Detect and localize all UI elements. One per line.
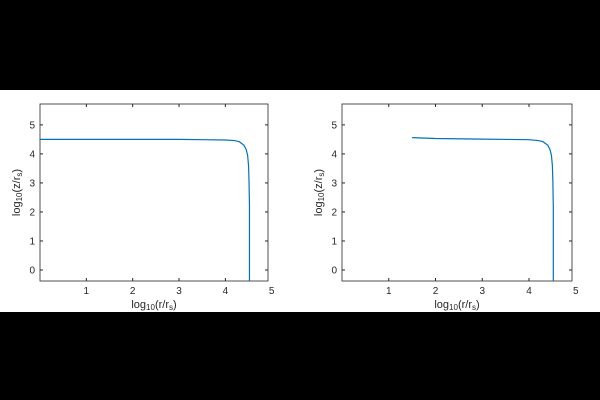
x-tick-label: 5 [573, 286, 579, 297]
x-tick-label: 2 [130, 286, 136, 297]
axis-label-part: log [313, 201, 325, 216]
x-tick-label: 2 [433, 286, 439, 297]
x-tick-label: 4 [223, 286, 229, 297]
axis-label-part: ) [476, 299, 480, 311]
axis-label-part: 10 [449, 303, 458, 312]
y-tick-label: 0 [331, 265, 337, 276]
axis-label-part: 10 [317, 192, 326, 201]
axis-label: log10(z/rs) [313, 169, 326, 216]
x-tick-label: 3 [479, 286, 485, 297]
data-line [412, 137, 554, 281]
x-tick-label: 4 [526, 286, 532, 297]
y-tick-label: 4 [29, 149, 35, 160]
axis-label-part: s [15, 173, 24, 177]
axis-label-part: ) [313, 169, 325, 173]
plot-area [341, 103, 573, 282]
axis-label-part: ) [173, 299, 177, 311]
x-tick-label: 1 [386, 286, 392, 297]
axis-label-part: (r/r [155, 299, 169, 311]
axis-label-part: s [169, 303, 173, 312]
y-tick-label: 3 [331, 178, 337, 189]
axis-label-part: log [11, 201, 23, 216]
axis-label-part: s [317, 173, 326, 177]
axis-label-part: s [472, 303, 476, 312]
axis-label-part: ) [11, 169, 23, 173]
data-line [40, 138, 251, 281]
axis-label-part: 10 [15, 192, 24, 201]
axis-label-part: log [434, 299, 449, 311]
y-tick-label: 5 [331, 120, 337, 131]
axis-label-part: (z/r [11, 176, 23, 192]
axis-label-part: (z/r [313, 176, 325, 192]
axis-label-part: log [131, 299, 146, 311]
y-tick-label: 0 [29, 265, 35, 276]
axis-label: log10(r/rs) [131, 299, 176, 312]
x-tick-label: 3 [176, 286, 182, 297]
axis-label: log10(r/rs) [434, 299, 479, 312]
y-tick-label: 5 [29, 120, 35, 131]
y-tick-label: 2 [29, 207, 35, 218]
x-tick-label: 5 [269, 286, 275, 297]
y-tick-label: 1 [331, 236, 337, 247]
y-tick-label: 3 [29, 178, 35, 189]
y-tick-label: 2 [331, 207, 337, 218]
x-tick-label: 1 [84, 286, 90, 297]
plot-area [39, 103, 269, 282]
y-tick-label: 4 [331, 149, 337, 160]
axis-label-part: 10 [146, 303, 155, 312]
y-tick-label: 1 [29, 236, 35, 247]
axis-label-part: (r/r [458, 299, 472, 311]
axis-label: log10(z/rs) [11, 169, 24, 216]
